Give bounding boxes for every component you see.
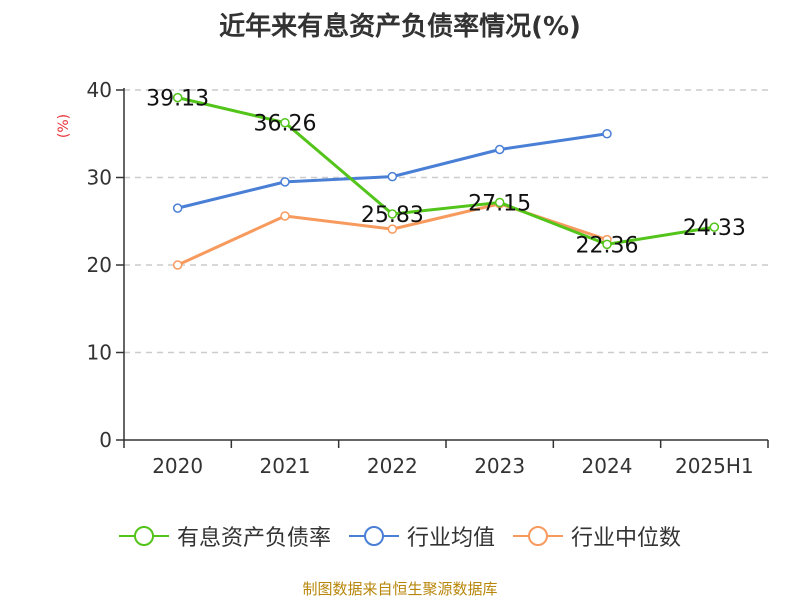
x-tick-label: 2025H1 [675,454,754,478]
source-note: 制图数据来自恒生聚源数据库 [302,580,498,598]
data-label: 27.15 [468,191,531,216]
y-tick-label: 0 [99,428,112,452]
data-point [280,177,290,187]
y-axis-label: (%) [56,114,72,138]
legend-label-industry-mean: 行业均值 [406,526,495,551]
data-point [280,117,290,128]
x-tick-label: 2023 [474,454,525,478]
chart-title: 近年来有息资产负债率情况(%) [219,12,581,42]
legend-swatch-industry-mean [348,526,399,546]
data-label: 24.33 [683,216,746,241]
x-tick-label: 2021 [260,454,311,478]
legend-swatch-industry-median [513,526,563,546]
x-tick-label: 2024 [582,454,633,478]
legend-item-industry-mean[interactable]: 行业均值 [348,520,495,552]
data-point [494,144,505,155]
legend-label-debt-ratio: 有息资产负债率 [176,526,331,551]
x-tick-label: 2020 [152,454,203,478]
legend-item-industry-median[interactable]: 行业中位数 [513,520,681,552]
y-tick-label: 20 [87,253,112,277]
data-point [602,129,612,139]
data-label: 39.13 [146,87,209,112]
data-point [172,260,183,270]
data-label: 36.26 [254,112,317,137]
legend-label-industry-median: 行业中位数 [571,526,682,551]
data-point [709,222,720,232]
data-point [387,171,398,182]
legend-item-debt-ratio[interactable]: 有息资产负债率 [118,520,331,552]
data-point [387,209,398,219]
data-point [280,211,290,221]
data-point [494,197,505,208]
y-tick-label: 40 [87,78,112,102]
legend-swatch-debt-ratio [118,526,169,546]
y-tick-label: 30 [87,166,112,190]
data-point [387,224,398,234]
data-label: 22.36 [576,233,639,258]
legend: 有息资产负债率 行业均值 行业中位数 [0,520,800,552]
x-tick-label: 2022 [367,454,418,478]
series-line [177,96,715,246]
data-point [172,203,183,213]
data-point [602,239,612,250]
y-tick-label: 10 [87,341,112,365]
data-label: 25.83 [361,203,424,228]
data-point [172,92,183,103]
series-line [177,132,608,210]
